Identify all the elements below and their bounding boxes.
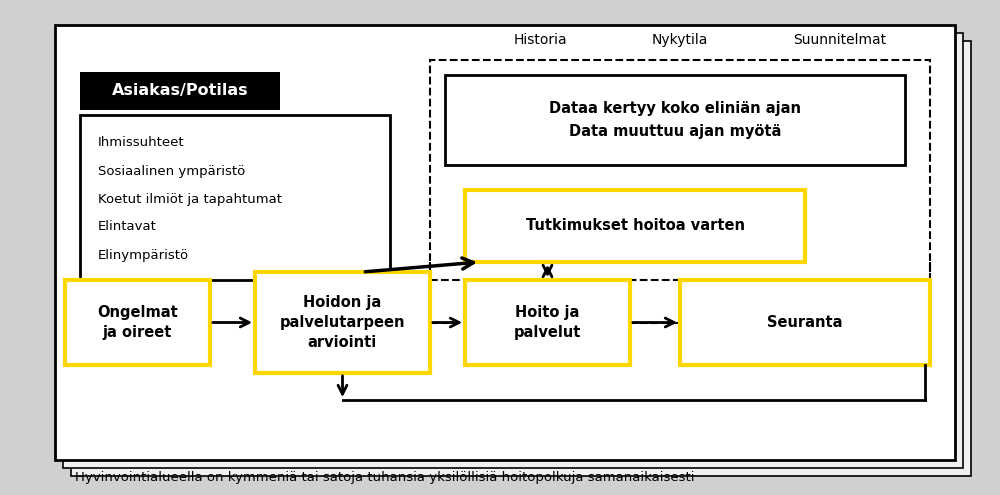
Bar bbox=[430, 60, 930, 280]
Text: Dataa kertyy koko eliniän ajan
Data muuttuu ajan myötä: Dataa kertyy koko eliniän ajan Data muut… bbox=[549, 101, 801, 139]
Bar bbox=[255, 272, 430, 373]
Bar bbox=[71, 41, 971, 476]
Text: Hyvinvointialueella on kymmeniä tai satoja tuhansia yksilöllisiä hoitopolkuja sa: Hyvinvointialueella on kymmeniä tai sato… bbox=[75, 471, 694, 484]
Text: Sosiaalinen ympäristö: Sosiaalinen ympäristö bbox=[98, 164, 245, 178]
Text: Tutkimukset hoitoa varten: Tutkimukset hoitoa varten bbox=[526, 218, 744, 234]
Bar bbox=[55, 25, 955, 460]
Text: Koetut ilmiöt ja tapahtumat: Koetut ilmiöt ja tapahtumat bbox=[98, 193, 282, 205]
Bar bbox=[80, 115, 390, 280]
Bar bbox=[80, 72, 280, 110]
Text: Asiakas/Potilas: Asiakas/Potilas bbox=[112, 84, 248, 99]
Bar bbox=[465, 280, 630, 365]
Bar bbox=[65, 280, 210, 365]
Text: Ihmissuhteet: Ihmissuhteet bbox=[98, 137, 185, 149]
Text: Nykytila: Nykytila bbox=[652, 33, 708, 47]
Text: Seuranta: Seuranta bbox=[767, 315, 843, 330]
Bar bbox=[63, 33, 963, 468]
Text: Suunnitelmat: Suunnitelmat bbox=[793, 33, 887, 47]
Text: Ongelmat
ja oireet: Ongelmat ja oireet bbox=[97, 305, 178, 340]
Bar bbox=[465, 190, 805, 262]
Bar bbox=[680, 280, 930, 365]
Text: Elintavat: Elintavat bbox=[98, 220, 157, 234]
Bar bbox=[445, 75, 905, 165]
Text: Hoito ja
palvelut: Hoito ja palvelut bbox=[514, 305, 581, 340]
Text: Elinympäristö: Elinympäristö bbox=[98, 248, 189, 261]
Text: Historia: Historia bbox=[513, 33, 567, 47]
Text: Hoidon ja
palvelutarpeen
arviointi: Hoidon ja palvelutarpeen arviointi bbox=[280, 295, 405, 350]
